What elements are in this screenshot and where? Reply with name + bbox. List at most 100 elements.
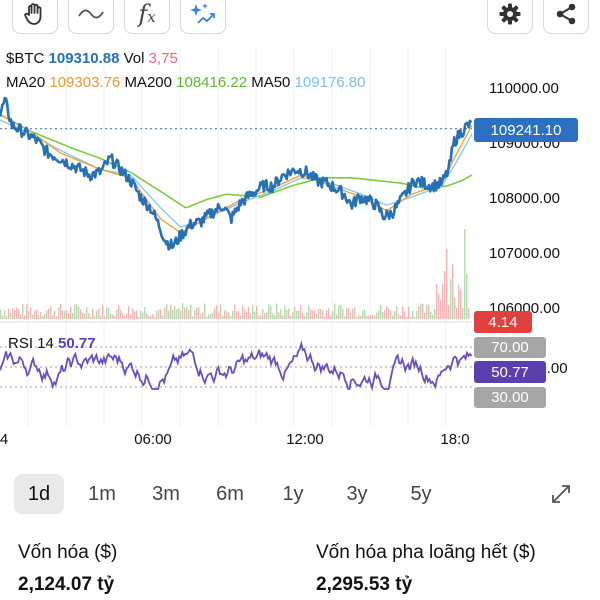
volume-bar — [420, 303, 422, 319]
ma50-line — [0, 119, 473, 229]
chart-canvas[interactable]: 110000.00109000.00108000.00107000.001060… — [0, 40, 600, 460]
volume-bar — [84, 313, 86, 319]
volume-bar — [292, 311, 294, 319]
timeframe-6m[interactable]: 6m — [216, 482, 244, 505]
volume-bar — [358, 315, 360, 319]
volume-bar — [68, 313, 70, 319]
vol-value: 3,75 — [148, 50, 178, 67]
market-cap-label: Vốn hóa ($) — [18, 542, 118, 563]
volume-bar — [462, 307, 464, 319]
fullscreen-button[interactable] — [544, 474, 578, 514]
volume-bar — [138, 316, 140, 319]
volume-bar — [182, 303, 184, 319]
volume-bar — [312, 310, 314, 319]
volume-bar — [188, 309, 190, 319]
volume-bar — [64, 310, 66, 319]
volume-bar — [272, 313, 274, 319]
volume-bar — [416, 310, 418, 319]
volume-bar — [8, 308, 10, 319]
volume-bar — [178, 308, 180, 319]
volume-bar — [204, 303, 206, 319]
volume-bar — [268, 304, 270, 319]
volume-bar — [70, 306, 72, 319]
volume-bar — [234, 304, 236, 319]
volume-bar — [28, 311, 30, 319]
volume-bar — [164, 307, 166, 319]
volume-bar — [254, 311, 256, 319]
timeframe-1y[interactable]: 1y — [282, 482, 304, 505]
draw-line-button[interactable] — [68, 0, 114, 34]
volume-bar — [438, 293, 440, 319]
volume-bar — [320, 308, 322, 319]
volume-bar — [308, 305, 310, 319]
volume-bar — [166, 304, 168, 319]
volume-bar — [236, 311, 238, 319]
share-button[interactable] — [543, 0, 589, 34]
volume-bar — [452, 264, 454, 319]
volume-bar — [0, 310, 2, 319]
volume-bar — [214, 308, 216, 319]
volume-bar — [210, 313, 212, 319]
volume-bar — [226, 311, 228, 319]
timeframe-3m[interactable]: 3m — [152, 482, 180, 505]
volume-bar — [328, 308, 330, 319]
volume-bar — [318, 309, 320, 319]
volume-bar — [262, 308, 264, 319]
volume-bar — [144, 306, 146, 319]
time-axis-tick: 4 — [0, 431, 8, 448]
volume-bar — [196, 307, 198, 319]
volume-bar — [26, 303, 28, 319]
volume-bar — [158, 309, 160, 319]
volume-bar — [148, 315, 150, 319]
volume-bar — [190, 304, 192, 319]
volume-bar — [316, 313, 318, 319]
volume-bar — [52, 315, 54, 319]
rsi-value-tag: 50.77 — [474, 361, 546, 383]
volume-bar — [382, 311, 384, 319]
volume-bar — [246, 312, 248, 319]
timeframe-1d[interactable]: 1d — [14, 474, 64, 514]
volume-bar — [244, 309, 246, 319]
timeframe-3y[interactable]: 3y — [346, 482, 368, 505]
volume-bar — [260, 315, 262, 319]
ai-analysis-button[interactable] — [180, 0, 226, 34]
volume-bar — [342, 309, 344, 319]
volume-bar — [74, 304, 76, 319]
indicator-button[interactable]: fx — [124, 0, 170, 34]
volume-bar — [266, 312, 268, 319]
settings-button[interactable] — [487, 0, 533, 34]
volume-bar — [330, 315, 332, 319]
hand-tool-button[interactable] — [12, 0, 58, 34]
price-chart[interactable]: 110000.00 109000.00 108000.00 107000.00 1060… — [0, 40, 600, 460]
timeframe-5y[interactable]: 5y — [410, 482, 432, 505]
volume-bar — [282, 315, 284, 319]
timeframe-1m[interactable]: 1m — [88, 482, 116, 505]
volume-bar — [212, 312, 214, 319]
volume-bar — [230, 316, 232, 319]
volume-bar — [136, 310, 138, 319]
volume-bar — [38, 314, 40, 319]
volume-bar — [348, 308, 350, 319]
market-stats: Vốn hóa ($) 2,124.07 tỷ Vốn hóa pha loãn… — [0, 530, 600, 600]
volume-bar — [174, 305, 176, 319]
fdv-label: Vốn hóa pha loãng hết ($) — [316, 542, 536, 563]
volume-bar — [124, 316, 126, 319]
volume-bar — [252, 304, 254, 319]
volume-bar — [198, 307, 200, 319]
rsi-label: RSI 14 — [8, 335, 54, 352]
volume-bar — [322, 310, 324, 319]
volume-bar — [94, 315, 96, 319]
rsi-upper-tag: 70.00 — [474, 337, 546, 358]
volume-bar — [208, 314, 210, 319]
volume-bar — [354, 307, 356, 319]
volume-bar — [344, 316, 346, 319]
volume-bar — [62, 310, 64, 319]
volume-bar — [114, 315, 116, 319]
volume-bar — [264, 313, 266, 319]
volume-bar — [10, 313, 12, 319]
volume-bar — [428, 304, 430, 319]
volume-bar — [298, 310, 300, 319]
volume-bar — [98, 308, 100, 319]
volume-bar — [116, 309, 118, 319]
volume-bar — [414, 316, 416, 319]
